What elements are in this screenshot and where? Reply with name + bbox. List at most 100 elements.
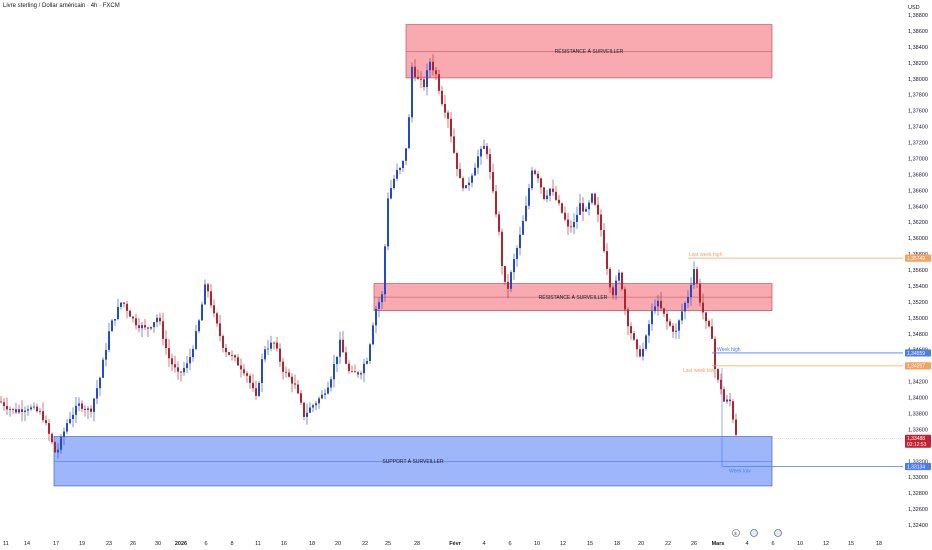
candle-body — [288, 372, 290, 377]
x-tick-label: 8 — [230, 541, 233, 547]
candle-body — [270, 342, 272, 349]
candle-body — [621, 272, 623, 290]
time-axis: 11 14 17 19 23 26 30 2026 6 8 11 16 18 20 22 25 28 Févr 4 6… — [3, 541, 882, 547]
price-axis: 1,38800 1,38600 1,38400 1,38200 1,38000 1,378… — [908, 13, 928, 529]
zone-label: RÉSISTANCE À SURVEILLER — [539, 294, 608, 301]
candle-body — [594, 193, 596, 205]
y-tick-label: 1,37000 — [908, 156, 928, 162]
candle-body — [396, 169, 398, 179]
x-tick-label: 2026 — [175, 541, 187, 547]
candle-body — [279, 348, 281, 362]
candle-body — [528, 188, 530, 206]
y-tick-label: 1,38200 — [908, 61, 928, 67]
candle-body — [30, 407, 32, 410]
candle-body — [57, 449, 59, 453]
candle-body — [546, 195, 548, 200]
candle-body — [33, 406, 35, 408]
candle-body — [732, 401, 734, 420]
candle-body — [597, 204, 599, 215]
candle-body — [417, 77, 419, 79]
countdown-text: 02:12:53 — [907, 442, 927, 448]
x-tick-label: 12 — [560, 541, 566, 547]
x-tick-label: 6 — [771, 541, 774, 547]
x-tick-label: 18 — [309, 541, 315, 547]
x-tick-label: 19 — [79, 541, 85, 547]
candle-body — [51, 433, 53, 443]
candle-body — [516, 248, 518, 259]
candle-body — [69, 419, 71, 424]
candle-body — [6, 406, 8, 410]
candle-body — [519, 234, 521, 249]
candle-body — [186, 363, 188, 369]
candle-body — [63, 431, 65, 438]
level-price-tag-text: 1,34559 — [907, 351, 925, 357]
candle-body — [510, 272, 512, 289]
candle-body — [360, 373, 362, 375]
candle-body — [624, 289, 626, 310]
candle-body — [192, 348, 194, 358]
candle-body — [609, 268, 611, 288]
candle-body — [705, 312, 707, 322]
candle-body — [228, 352, 230, 355]
candle-body — [375, 308, 377, 326]
x-tick-label: 11 — [255, 541, 261, 547]
x-tick-label: 25 — [385, 541, 391, 547]
candle-body — [27, 409, 29, 411]
candle-body — [48, 423, 50, 434]
candle-body — [369, 344, 371, 361]
candle-body — [198, 320, 200, 332]
candle-body — [66, 423, 68, 432]
candle-body — [501, 231, 503, 266]
candle-body — [84, 408, 86, 410]
candle-body — [714, 338, 716, 370]
x-tick-label: 30 — [155, 541, 161, 547]
candle-body — [384, 246, 386, 295]
candle-body — [318, 398, 320, 404]
candle-body — [249, 375, 251, 383]
candle-body — [342, 339, 344, 353]
candle-body — [345, 352, 347, 364]
candle-body — [366, 360, 368, 364]
candle-body — [222, 335, 224, 348]
candle-body — [75, 405, 77, 415]
level-price-tag-text: 1,34397 — [907, 364, 925, 370]
candle-body — [444, 103, 446, 113]
candle-body — [54, 442, 56, 453]
candle-body — [471, 175, 473, 183]
candle-body — [657, 300, 659, 307]
candle-body — [45, 420, 47, 424]
candle-body — [243, 369, 245, 374]
level-price-tag-text: 1,35749 — [907, 256, 925, 262]
y-tick-label: 1,37600 — [908, 109, 928, 115]
candle-body — [669, 321, 671, 326]
candle-body — [225, 347, 227, 353]
last-price-text: 1,33488 — [907, 436, 925, 442]
candle-body — [87, 408, 89, 410]
candle-body — [411, 66, 413, 118]
candle-body — [642, 348, 644, 357]
candle-body — [357, 372, 359, 375]
candle-body — [258, 382, 260, 396]
candles-layer — [0, 54, 737, 459]
zones-layer: RÉSISTANCE À SURVEILLER RÉSISTANCE À SURV… — [53, 24, 773, 487]
candle-body — [648, 324, 650, 336]
x-tick-label: 10 — [534, 541, 540, 547]
candle-body — [423, 79, 425, 88]
candle-body — [582, 203, 584, 212]
candle-body — [522, 220, 524, 235]
candle-body — [96, 388, 98, 399]
candle-body — [684, 302, 686, 312]
event-icons[interactable]: $ — [732, 529, 782, 537]
candle-body — [351, 371, 353, 372]
candle-body — [255, 388, 257, 396]
candle-body — [453, 136, 455, 153]
x-tick-label: 16 — [281, 541, 287, 547]
x-tick-label: 26 — [691, 541, 697, 547]
candle-body — [429, 61, 431, 71]
candle-body — [591, 193, 593, 203]
candle-body — [585, 209, 587, 212]
y-tick-label: 1,33600 — [908, 427, 928, 433]
candle-body — [306, 412, 308, 417]
candle-body — [576, 214, 578, 222]
